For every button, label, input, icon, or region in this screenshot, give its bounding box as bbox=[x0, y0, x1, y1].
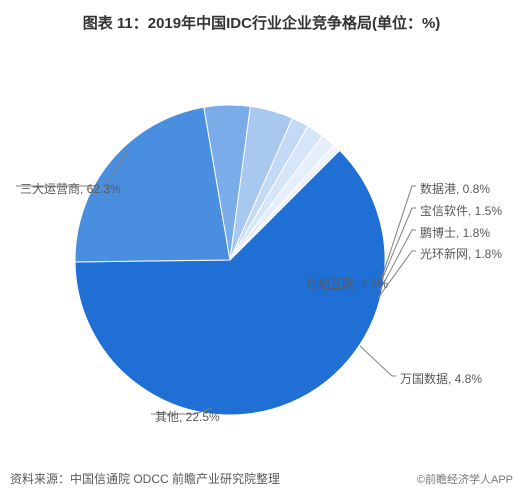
slice-label: 光环新网, 1.8% bbox=[420, 245, 502, 262]
slice-label: 万国数据, 4.8% bbox=[400, 370, 482, 387]
slice-label: 三大运营商, 62.3% bbox=[20, 180, 121, 197]
slice-label: 其他, 22.5% bbox=[155, 408, 220, 425]
slice-label: 世纪互联, 4.5% bbox=[306, 275, 388, 292]
slice-label: 宝信软件, 1.5% bbox=[420, 202, 502, 219]
leader-line bbox=[381, 208, 416, 282]
watermark: ©前瞻经济学人APP bbox=[417, 471, 513, 487]
leader-line bbox=[360, 346, 396, 376]
slice-label: 鹏博士, 1.8% bbox=[420, 224, 490, 241]
slice-label: 数据港, 0.8% bbox=[420, 180, 490, 197]
source-footer: 资料来源：中国信通院 ODCC 前瞻产业研究院整理 bbox=[10, 470, 280, 487]
